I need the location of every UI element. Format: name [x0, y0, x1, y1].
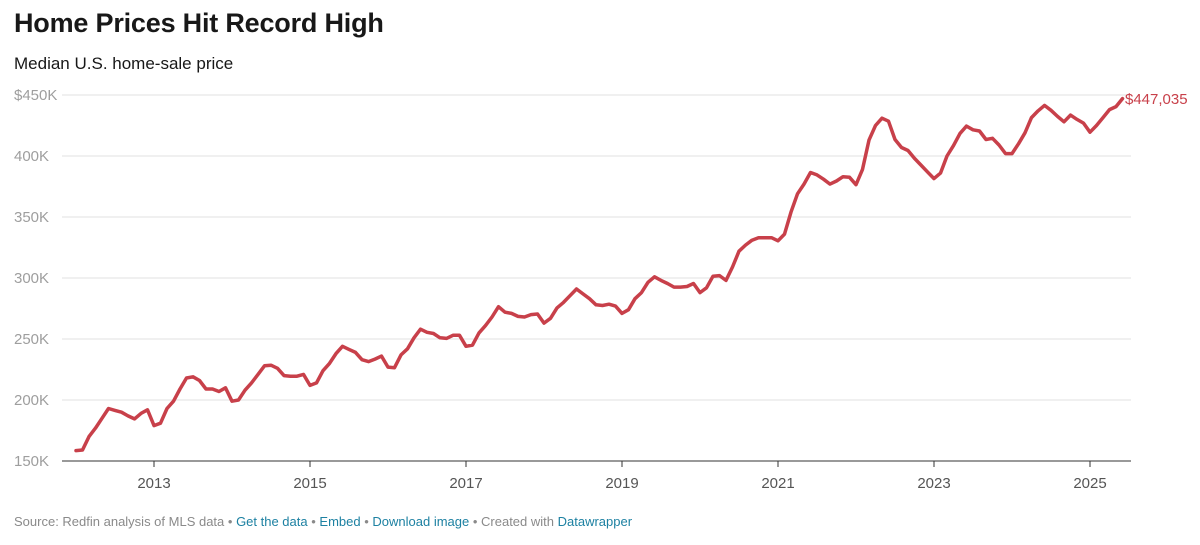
- chart-title: Home Prices Hit Record High: [14, 8, 384, 38]
- x-tick-label: 2015: [293, 475, 326, 492]
- x-tick-label: 2013: [137, 475, 170, 492]
- source-note: Source: Redfin analysis of MLS data: [14, 514, 225, 529]
- created-with-text: Created with: [481, 514, 554, 529]
- y-tick-label: 150K: [14, 453, 49, 470]
- x-tick-label: 2017: [449, 475, 482, 492]
- footer-separator: •: [224, 514, 237, 529]
- y-tick-label: 200K: [14, 392, 49, 409]
- footer-separator: •: [469, 514, 482, 529]
- end-value-label: $447,035: [1125, 91, 1188, 108]
- y-tick-label: 400K: [14, 148, 49, 165]
- y-tick-label: $450K: [14, 87, 57, 104]
- x-tick-label: 2025: [1073, 475, 1106, 492]
- chart-subtitle: Median U.S. home-sale price: [14, 54, 234, 73]
- get-the-data-link[interactable]: Get the data: [236, 514, 308, 529]
- price-line: [74, 96, 1125, 453]
- y-tick-label: 350K: [14, 209, 49, 226]
- download-image-link[interactable]: Download image: [372, 514, 470, 529]
- y-tick-label: 300K: [14, 270, 49, 287]
- chart-footer: Source: Redfin analysis of MLS data • Ge…: [14, 514, 632, 529]
- x-tick-label: 2021: [761, 475, 794, 492]
- y-tick-label: 250K: [14, 331, 49, 348]
- x-tick-label: 2019: [605, 475, 638, 492]
- footer-separator: •: [307, 514, 320, 529]
- x-tick-label: 2023: [917, 475, 950, 492]
- footer-separator: •: [360, 514, 373, 529]
- datawrapper-link[interactable]: Datawrapper: [557, 514, 633, 529]
- embed-link[interactable]: Embed: [319, 514, 361, 529]
